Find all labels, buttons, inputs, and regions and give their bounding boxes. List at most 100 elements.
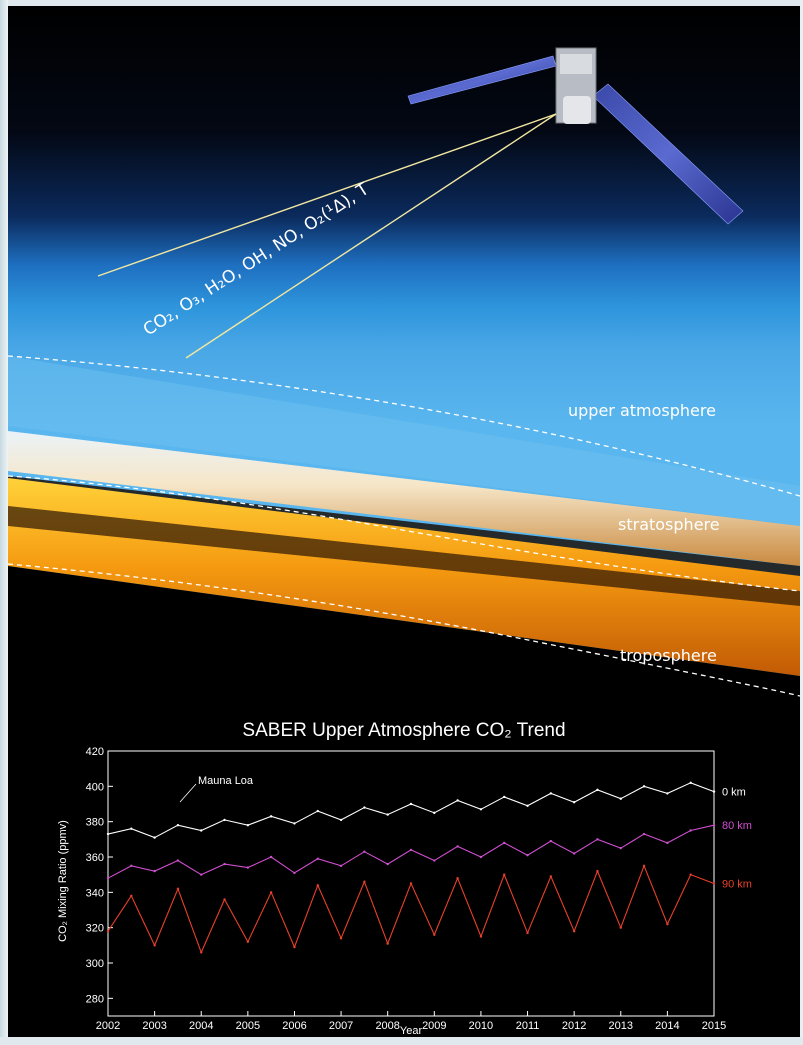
- y-tick-label: 300: [86, 958, 104, 970]
- data-point: [269, 855, 273, 859]
- satellite-instrument: [563, 96, 591, 124]
- data-point: [596, 788, 599, 792]
- data-point: [549, 792, 553, 795]
- data-point: [689, 781, 692, 784]
- x-tick-label: 2009: [422, 1020, 446, 1032]
- data-point: [153, 944, 156, 947]
- data-point: [503, 795, 506, 799]
- x-tick-label: 2008: [375, 1020, 399, 1032]
- data-point: [316, 809, 319, 813]
- x-tick-label: 2003: [142, 1020, 166, 1032]
- data-point: [269, 815, 273, 818]
- series-label-0-km: 0 km: [722, 787, 746, 799]
- data-point: [293, 871, 296, 875]
- data-point: [433, 933, 436, 936]
- data-point: [689, 873, 692, 876]
- data-point: [712, 824, 716, 827]
- data-point: [176, 859, 180, 862]
- view-line-upper: [97, 113, 557, 277]
- x-tick-label: 2014: [655, 1020, 679, 1032]
- data-point: [433, 811, 436, 815]
- y-axis-label: CO₂ Mixing Ratio (ppmv): [57, 820, 69, 942]
- stratosphere-glow: [8, 431, 800, 566]
- data-point: [619, 846, 622, 850]
- x-tick-label: 2004: [189, 1020, 213, 1032]
- data-point: [479, 935, 483, 938]
- data-point: [503, 873, 506, 876]
- data-point: [456, 799, 459, 802]
- data-point: [572, 852, 576, 855]
- x-tick-label: 2006: [282, 1020, 306, 1032]
- data-point: [572, 930, 576, 933]
- x-tick-label: 2007: [329, 1020, 353, 1032]
- x-tick-label: 2011: [516, 1020, 540, 1032]
- layer-label-troposphere: troposphere: [620, 646, 717, 665]
- tropopause-line: [8, 563, 800, 697]
- data-point: [200, 829, 203, 832]
- data-point: [153, 836, 156, 839]
- data-point: [433, 859, 436, 862]
- data-point: [339, 937, 343, 940]
- data-point: [106, 832, 110, 836]
- data-point: [526, 931, 529, 935]
- co2-trend-chart: SABER Upper Atmosphere CO₂ Trend 2002 200…: [57, 720, 752, 1037]
- data-point: [363, 880, 366, 883]
- night-ground: [8, 566, 800, 1037]
- data-point: [106, 877, 110, 880]
- data-point: [176, 824, 180, 827]
- data-point: [130, 827, 133, 830]
- y-tick-label: 320: [86, 923, 104, 935]
- satellite-icon: [407, 47, 744, 225]
- y-tick-label: 340: [86, 887, 104, 899]
- frame-left: [0, 0, 8, 1045]
- data-point: [409, 802, 413, 806]
- frame-top: [0, 0, 803, 6]
- data-point: [246, 824, 250, 827]
- data-point: [130, 894, 133, 898]
- x-tick-label: 2013: [609, 1020, 633, 1032]
- x-tick-label: 2005: [236, 1020, 260, 1032]
- data-point: [223, 818, 226, 822]
- data-point: [666, 841, 669, 845]
- data-point: [619, 926, 622, 929]
- data-point: [596, 838, 599, 841]
- data-point: [642, 785, 646, 788]
- satellite-top: [560, 54, 592, 74]
- data-point: [293, 822, 296, 825]
- right-solar-panel: [592, 83, 744, 225]
- data-point: [479, 855, 483, 859]
- y-tick-label: 400: [86, 781, 104, 793]
- view-line-lower: [185, 113, 557, 359]
- data-point: [503, 841, 506, 845]
- x-tick-label: 2012: [562, 1020, 586, 1032]
- upper-boundary-line: [8, 355, 800, 497]
- data-point: [712, 882, 716, 885]
- y-tick-label: 380: [86, 817, 104, 829]
- data-point: [642, 864, 646, 868]
- scene-svg: CO₂, O₃, H₂O, OH, NO, O₂(¹Δ), T upper at…: [8, 6, 800, 1037]
- data-point: [619, 797, 622, 800]
- y-tick-label: 420: [86, 746, 104, 758]
- data-point: [386, 942, 389, 945]
- data-point: [153, 869, 156, 873]
- data-point: [642, 832, 646, 836]
- x-axis-label: Year: [400, 1025, 423, 1037]
- data-point: [549, 839, 553, 843]
- x-tick-label: 2015: [702, 1020, 726, 1032]
- data-point: [456, 877, 459, 880]
- data-point: [409, 848, 413, 852]
- layer-label-upper-atmosphere: upper atmosphere: [568, 401, 716, 420]
- y-tick-label: 360: [86, 852, 104, 864]
- data-point: [339, 818, 343, 822]
- data-point: [526, 804, 529, 807]
- frame-bottom: [0, 1037, 803, 1045]
- data-point: [200, 873, 203, 876]
- data-point: [572, 801, 576, 804]
- data-point: [269, 891, 273, 894]
- data-point: [130, 864, 133, 868]
- data-point: [200, 951, 203, 954]
- upper-atmosphere-band: [8, 356, 800, 526]
- data-point: [409, 882, 413, 885]
- series-label-80-km: 80 km: [722, 820, 752, 832]
- data-point: [666, 792, 669, 795]
